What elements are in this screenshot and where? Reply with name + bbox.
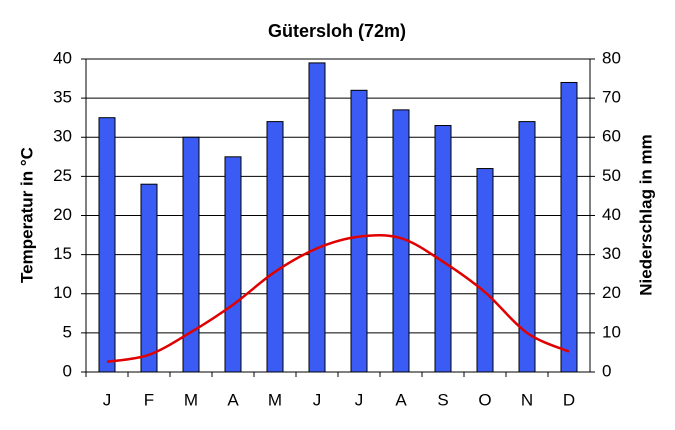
y-tick-label: 10 xyxy=(53,283,72,302)
x-tick-label: F xyxy=(144,390,154,409)
y-axis-label: Temperatur in °C xyxy=(17,147,36,283)
y-tick-label: 35 xyxy=(53,88,72,107)
x-tick-label: M xyxy=(268,390,282,409)
x-tick-label: A xyxy=(395,390,407,409)
bar xyxy=(434,125,452,373)
x-tick-label: A xyxy=(227,390,239,409)
chart-title: Gütersloh (72m) xyxy=(268,21,406,41)
y2-axis-label: Niederschlag in mm xyxy=(636,134,655,296)
y2-tick-label: 60 xyxy=(602,127,621,146)
bar xyxy=(560,81,578,373)
y-tick-label: 25 xyxy=(53,166,72,185)
bar xyxy=(224,156,242,373)
x-tick-label: M xyxy=(184,390,198,409)
y2-tick-label: 20 xyxy=(602,283,621,302)
y2-tick-label: 30 xyxy=(602,244,621,263)
y-tick-label: 5 xyxy=(63,322,72,341)
bar xyxy=(476,168,494,373)
y-tick-label: 15 xyxy=(53,244,72,263)
y2-tick-label: 0 xyxy=(602,361,611,380)
y2-tick-label: 80 xyxy=(602,48,621,67)
bar xyxy=(98,117,116,373)
bar xyxy=(350,89,368,373)
x-tick-label: D xyxy=(563,390,575,409)
x-tick-label: J xyxy=(313,390,322,409)
x-tick-label: O xyxy=(478,390,491,409)
bar xyxy=(182,136,200,373)
y2-tick-label: 10 xyxy=(602,322,621,341)
y-tick-label: 20 xyxy=(53,205,72,224)
temperature-line xyxy=(106,233,570,364)
bar xyxy=(518,121,536,373)
bar xyxy=(308,62,326,373)
x-tick-label: J xyxy=(103,390,112,409)
y-tick-label: 30 xyxy=(53,127,72,146)
y-tick-label: 40 xyxy=(53,48,72,67)
bar xyxy=(140,183,158,373)
x-tick-label: J xyxy=(355,390,364,409)
y2-tick-label: 70 xyxy=(602,88,621,107)
y-tick-label: 0 xyxy=(63,361,72,380)
x-tick-label: S xyxy=(437,390,448,409)
bar xyxy=(266,121,284,373)
y2-tick-label: 50 xyxy=(602,166,621,185)
x-tick-label: N xyxy=(521,390,533,409)
y2-tick-label: 40 xyxy=(602,205,621,224)
